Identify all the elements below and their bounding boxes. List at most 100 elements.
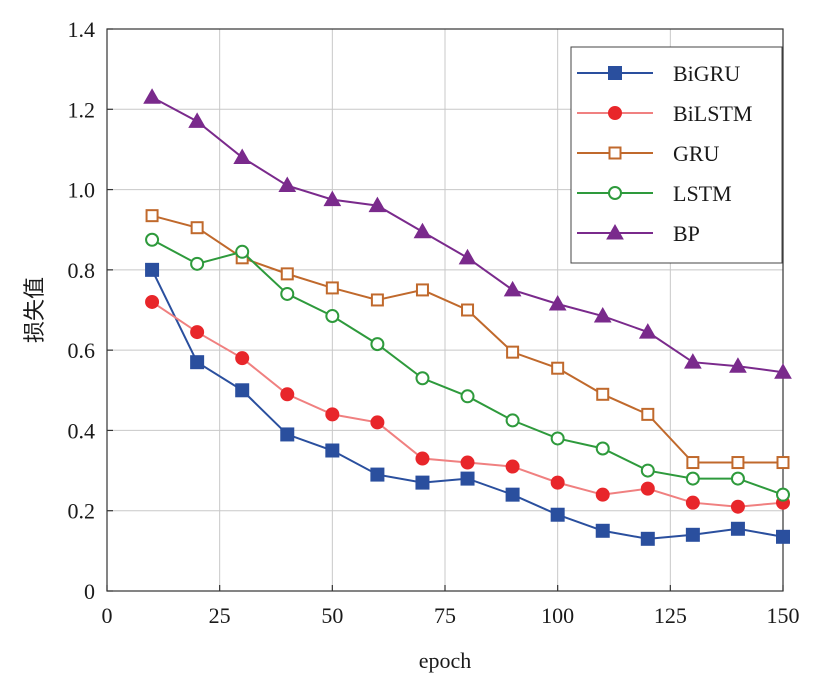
data-point-bilstm	[190, 325, 205, 340]
data-point-bigru	[595, 523, 610, 538]
legend-marker-bilstm	[608, 106, 622, 120]
data-point-bp	[188, 112, 206, 128]
data-point-gru	[551, 361, 565, 375]
data-point-bigru	[280, 427, 295, 442]
data-point-gru	[641, 407, 655, 421]
data-point-bilstm	[280, 387, 295, 402]
data-point-bp	[278, 176, 297, 193]
data-point-bp	[774, 363, 792, 379]
x-tick-label: 0	[102, 603, 113, 628]
data-point-lstm	[325, 309, 340, 324]
legend-label-bigru: BiGRU	[673, 61, 740, 86]
data-point-gru	[776, 456, 790, 470]
y-tick-label: 0.6	[68, 338, 96, 363]
y-tick-label: 1.4	[68, 17, 96, 42]
data-point-lstm	[505, 413, 520, 428]
y-tick-label: 0.8	[68, 258, 96, 283]
series-bp	[143, 88, 792, 379]
data-point-bilstm	[460, 455, 475, 470]
data-point-gru	[461, 303, 475, 317]
legend-label-gru: GRU	[673, 141, 720, 166]
y-tick-label: 0.2	[68, 499, 96, 524]
data-point-bilstm	[685, 495, 700, 510]
y-tick-label: 0.4	[68, 418, 96, 443]
legend-marker-lstm	[608, 186, 622, 200]
data-point-bigru	[550, 507, 565, 522]
data-point-bilstm	[370, 415, 385, 430]
data-point-lstm	[415, 371, 430, 386]
data-point-bilstm	[415, 451, 430, 466]
data-point-bilstm	[505, 459, 520, 474]
data-point-lstm	[730, 471, 745, 486]
data-point-bp	[684, 353, 702, 369]
x-tick-label: 75	[434, 603, 456, 628]
data-point-lstm	[280, 286, 295, 301]
data-point-lstm	[235, 244, 250, 259]
data-point-bigru	[685, 527, 700, 542]
data-point-bp	[143, 88, 161, 104]
data-point-gru	[686, 456, 700, 470]
legend-marker-gru	[608, 146, 622, 160]
data-point-gru	[506, 345, 520, 359]
data-point-bigru	[325, 443, 340, 458]
data-point-bigru	[505, 487, 520, 502]
data-point-bilstm	[145, 294, 160, 309]
y-axis-title: 损失值	[22, 277, 47, 343]
data-point-bilstm	[595, 487, 610, 502]
data-point-gru	[145, 209, 159, 223]
data-point-bp	[458, 248, 477, 265]
legend-label-lstm: LSTM	[673, 181, 732, 206]
data-point-bp	[413, 222, 432, 239]
y-tick-label: 1.0	[68, 178, 96, 203]
data-point-bp	[368, 196, 387, 213]
data-point-bp	[323, 190, 342, 207]
data-point-lstm	[370, 337, 385, 352]
x-tick-label: 50	[321, 603, 343, 628]
data-point-bilstm	[325, 407, 340, 422]
y-tick-label: 1.2	[68, 97, 96, 122]
y-tick-labels: 0 0.2 0.4 0.6 0.8 1.0 1.2 1.4	[68, 17, 96, 604]
series-bigru	[145, 262, 790, 546]
data-point-bp	[638, 323, 657, 339]
data-point-lstm	[776, 487, 790, 502]
data-point-gru	[596, 387, 610, 401]
data-point-bigru	[460, 471, 475, 486]
series-bilstm	[145, 294, 790, 514]
data-point-bilstm	[235, 351, 250, 366]
data-point-lstm	[145, 232, 160, 247]
data-point-lstm	[595, 441, 610, 456]
data-point-bp	[593, 307, 612, 323]
data-point-gru	[370, 293, 384, 307]
data-point-bigru	[370, 467, 385, 482]
x-axis-title: epoch	[419, 648, 472, 673]
data-point-bigru	[145, 262, 160, 277]
data-point-bigru	[415, 475, 430, 490]
x-tick-label: 125	[654, 603, 687, 628]
data-point-bilstm	[730, 499, 745, 514]
series-group	[143, 88, 792, 546]
data-point-gru	[325, 281, 339, 295]
legend-marker-bigru	[608, 66, 622, 80]
series-gru	[145, 209, 790, 470]
data-point-bp	[233, 148, 252, 164]
data-point-gru	[280, 267, 294, 281]
legend-marker-bp	[606, 223, 624, 240]
legend-box	[570, 46, 783, 264]
data-point-bp	[729, 357, 747, 373]
x-tick-label: 150	[767, 603, 800, 628]
data-point-gru	[415, 283, 429, 297]
data-point-lstm	[640, 463, 655, 478]
data-point-bigru	[190, 355, 205, 370]
x-tick-label: 25	[209, 603, 231, 628]
data-point-bigru	[640, 531, 655, 546]
legend: BiGRU BiLSTM GRU LSTM BP	[570, 46, 783, 264]
data-point-lstm	[550, 431, 565, 446]
data-point-bilstm	[550, 475, 565, 490]
data-point-bigru	[235, 383, 250, 398]
series-lstm	[145, 232, 790, 502]
legend-label-bilstm: BiLSTM	[673, 101, 752, 126]
data-point-bigru	[776, 529, 790, 544]
data-point-bp	[548, 294, 567, 311]
legend-label-bp: BP	[673, 221, 700, 246]
